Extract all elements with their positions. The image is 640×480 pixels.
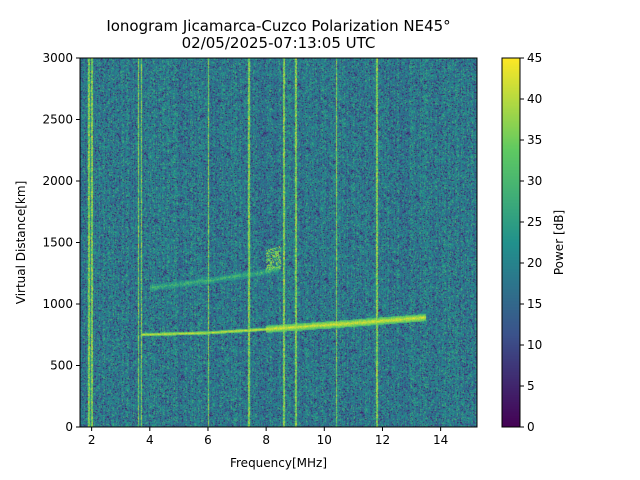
chart-subtitle: 02/05/2025-07:13:05 UTC bbox=[181, 34, 376, 52]
colorbar-tick-label: 0 bbox=[527, 420, 535, 434]
x-axis-label: Frequency[MHz] bbox=[230, 456, 327, 470]
y-tick-label: 500 bbox=[50, 359, 73, 373]
colorbar-tick-label: 35 bbox=[527, 133, 542, 147]
colorbar-tick-label: 5 bbox=[527, 379, 535, 393]
colorbar-tick-label: 10 bbox=[527, 338, 542, 352]
y-axis-label: Virtual Distance[km] bbox=[14, 181, 28, 305]
y-tick-label: 2000 bbox=[42, 174, 73, 188]
x-tick-label: 10 bbox=[317, 433, 332, 447]
x-tick-label: 12 bbox=[375, 433, 390, 447]
colorbar-tick-label: 15 bbox=[527, 297, 542, 311]
colorbar bbox=[502, 58, 520, 427]
colorbar-tick-label: 40 bbox=[527, 92, 542, 106]
x-tick-label: 6 bbox=[204, 433, 212, 447]
y-tick-label: 1500 bbox=[42, 236, 73, 250]
chart-title: Ionogram Jicamarca-Cuzco Polarization NE… bbox=[106, 17, 451, 35]
y-tick-label: 3000 bbox=[42, 51, 73, 65]
colorbar-tick-label: 25 bbox=[527, 215, 542, 229]
colorbar-tick-label: 45 bbox=[527, 51, 542, 65]
colorbar-frame bbox=[501, 57, 521, 428]
x-tick-label: 2 bbox=[88, 433, 96, 447]
y-tick-label: 2500 bbox=[42, 113, 73, 127]
plot-frame bbox=[79, 57, 478, 428]
colorbar-tick-label: 30 bbox=[527, 174, 542, 188]
x-tick-label: 4 bbox=[146, 433, 154, 447]
x-tick-label: 8 bbox=[262, 433, 270, 447]
colorbar-tick-label: 20 bbox=[527, 256, 542, 270]
x-tick-label: 14 bbox=[433, 433, 448, 447]
ionogram-heatmap bbox=[80, 58, 477, 427]
colorbar-label: Power [dB] bbox=[552, 210, 566, 275]
y-tick-label: 0 bbox=[65, 420, 73, 434]
y-tick-label: 1000 bbox=[42, 297, 73, 311]
